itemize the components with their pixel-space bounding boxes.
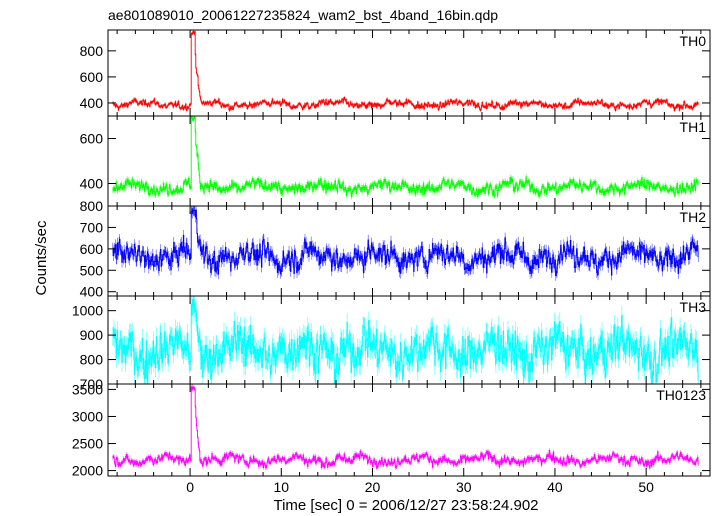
panels: 400600800TH0400600TH1400500600700800TH27… [72,29,711,495]
y-tick-label: 3500 [72,381,103,397]
panel-th2: 400 500 600 700 800 TH2 [80,198,711,300]
y-tick-label: 600 [80,69,104,85]
y-tick-label: 800 [80,198,104,214]
y-tick-label: 400 [80,95,104,111]
panel-name: TH0123 [656,387,706,403]
series-th3-line [112,298,699,385]
panel-th0: 400 600 800 TH0 [80,29,711,117]
y-tick-label: 600 [80,241,104,257]
y-axis-label: Counts/sec [33,220,50,296]
y-tick-label: 400 [80,284,104,300]
x-tick-label: 50 [638,479,654,495]
x-tick-label: 40 [547,479,563,495]
x-tick-label: 10 [274,479,290,495]
series-th0-line [112,30,699,112]
y-tick-label: 1000 [72,303,103,319]
y-tick-label: 700 [80,219,104,235]
y-tick-label: 800 [80,43,104,59]
x-tick-label: 20 [365,479,381,495]
panel-th1: 400 600 TH1 [80,115,711,207]
x-tick-label: 30 [456,479,472,495]
panel-th3: 700 800 900 1000 TH3 [72,295,711,392]
y-tick-label: 900 [80,327,104,343]
x-axis-label: Time [sec] 0 = 2006/12/27 23:58:24.902 [273,497,538,514]
x-tick-label: 0 [186,479,194,495]
panel-name: TH1 [680,119,707,135]
series-th0123-line [112,386,699,469]
y-tick-label: 3000 [72,408,103,424]
y-tick-label: 400 [80,176,104,192]
panel-th0123: 2000 2500 3000 3500 TH0123 [72,381,711,479]
y-tick-label: 600 [80,131,104,147]
chart-title: ae801089010_20061227235824_wam2_bst_4ban… [108,7,498,23]
y-tick-label: 2500 [72,436,103,452]
y-tick-label: 500 [80,262,104,278]
panel-name: TH2 [680,209,707,225]
y-tick-label: 2000 [72,463,103,479]
y-tick-label: 700 [80,376,104,392]
panel-name: TH3 [680,299,707,315]
series-th2-line [112,208,699,276]
panel-name: TH0 [680,33,707,49]
y-tick-label: 800 [80,352,104,368]
series-th1-line [112,115,699,198]
